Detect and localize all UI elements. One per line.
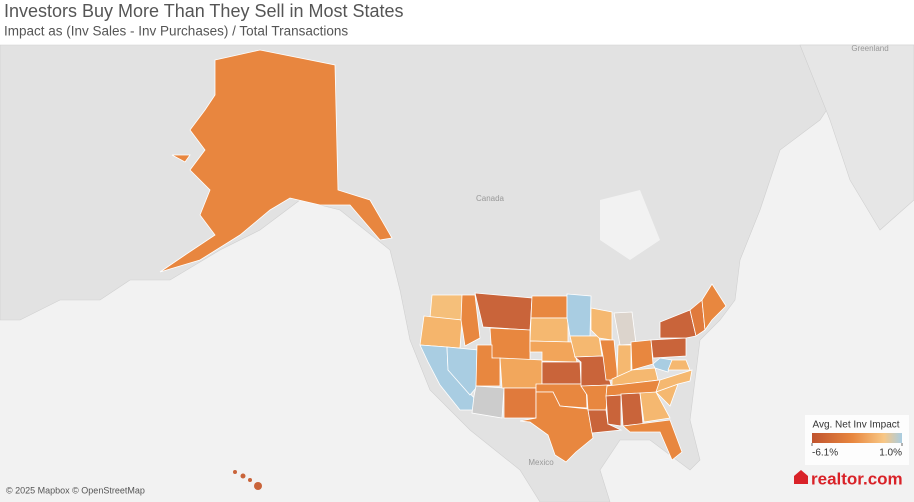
- alaska: [159, 49, 393, 273]
- logo-icon: [794, 470, 808, 484]
- title: Investors Buy More Than They Sell in Mos…: [4, 1, 404, 21]
- legend-label: -6.1%: [812, 448, 838, 459]
- legend-title: Avg. Net Inv Impact: [812, 420, 899, 431]
- attribution: © 2025 Mapbox © OpenStreetMap: [6, 485, 145, 495]
- legend-label: 1.0%: [879, 448, 902, 459]
- map-label: Mexico: [528, 458, 554, 467]
- legend-gradient: [812, 433, 902, 443]
- map-label: Canada: [476, 194, 505, 203]
- subtitle: Impact as (Inv Sales - Inv Purchases) / …: [4, 24, 348, 39]
- hawaii: [233, 470, 262, 490]
- map-label: Greenland: [851, 44, 888, 53]
- logo: realtor.com: [811, 469, 903, 488]
- us-states: [419, 283, 727, 463]
